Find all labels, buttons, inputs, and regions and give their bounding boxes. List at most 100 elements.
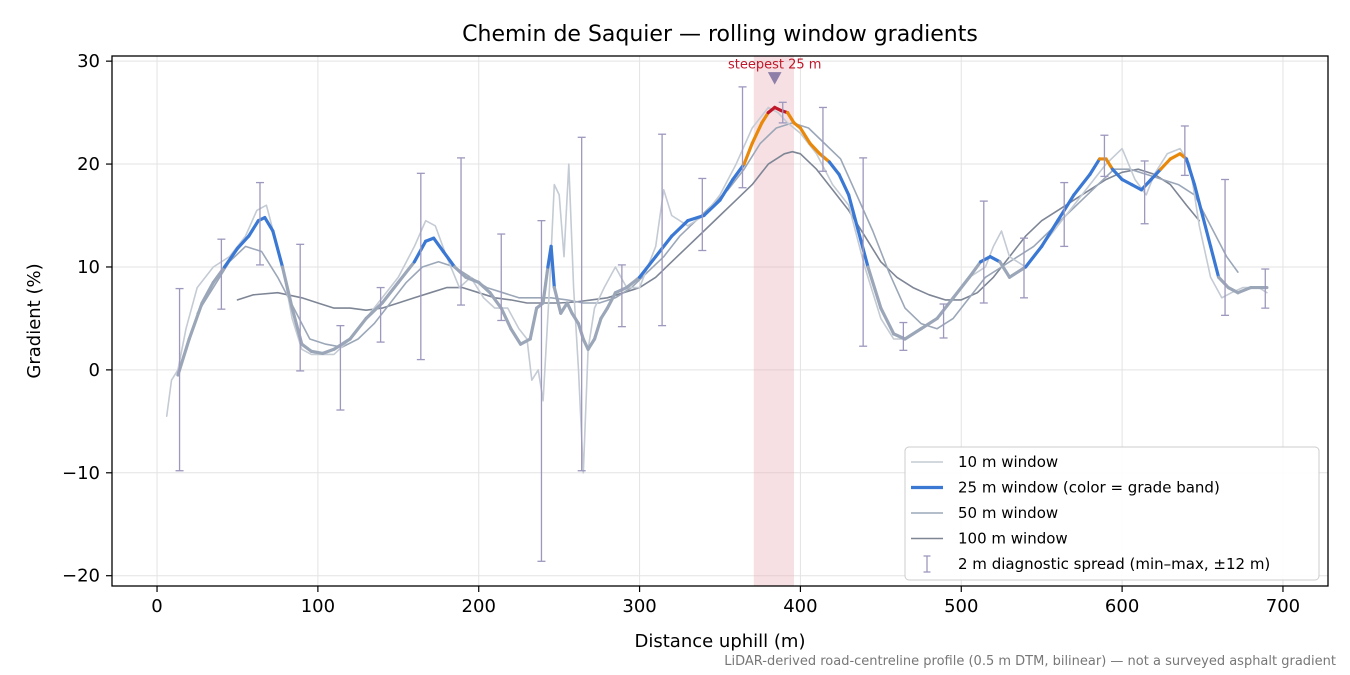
series-segment-25m xyxy=(798,126,812,146)
y-axis-label: Gradient (%) xyxy=(24,263,45,378)
series-segment-25m xyxy=(718,177,735,202)
series-segment-25m xyxy=(211,265,227,285)
series-segment-25m xyxy=(1104,157,1115,171)
series-segment-25m xyxy=(879,306,896,336)
x-tick-label: 500 xyxy=(944,596,978,617)
series-segment-25m xyxy=(541,265,550,305)
legend-label: 50 m window xyxy=(958,504,1058,522)
y-tick-label: 10 xyxy=(77,257,100,278)
series-segment-25m xyxy=(1120,177,1134,187)
series-segment-25m xyxy=(321,347,336,356)
series-segment-25m xyxy=(200,280,215,305)
chart-title: Chemin de Saquier — rolling window gradi… xyxy=(462,22,978,47)
series-segment-25m xyxy=(837,172,851,197)
series-segment-25m xyxy=(1110,167,1124,182)
legend-label: 10 m window xyxy=(958,453,1058,471)
steepest-label: steepest 25 m xyxy=(728,58,821,73)
series-segment-25m xyxy=(576,321,585,341)
series-segment-25m xyxy=(750,121,764,146)
series-segment-25m xyxy=(599,306,610,321)
series-segment-25m xyxy=(808,141,822,156)
series-segment-25m xyxy=(1159,157,1172,171)
x-axis-label: Distance uphill (m) xyxy=(635,631,806,652)
series-segment-25m xyxy=(613,285,629,295)
series-segment-25m xyxy=(702,198,722,218)
footnote: LiDAR-derived road-centreline profile (0… xyxy=(724,654,1336,669)
series-segment-25m xyxy=(396,260,416,285)
series-segment-25m xyxy=(309,349,325,356)
series-segment-25m xyxy=(1208,244,1221,279)
series-segment-25m xyxy=(988,255,1002,264)
series-segment-25m xyxy=(978,255,992,264)
x-tick-label: 200 xyxy=(462,596,496,617)
series-segment-25m xyxy=(280,265,294,310)
steepest-annotation: steepest 25 m xyxy=(728,58,821,85)
series-segment-25m xyxy=(348,316,368,341)
series-segment-25m xyxy=(1139,177,1153,192)
series-segment-25m xyxy=(998,260,1012,279)
series-line-100-m-window xyxy=(236,150,1201,311)
x-tick-label: 400 xyxy=(783,596,817,617)
series-segment-25m xyxy=(247,219,260,238)
series-segment-25m xyxy=(412,239,428,264)
steepest-highlight xyxy=(753,56,794,586)
series-segment-25m xyxy=(847,193,860,233)
series-segment-25m xyxy=(1130,183,1144,192)
series-segment-25m xyxy=(528,306,539,341)
series-segment-25m xyxy=(235,234,251,251)
series-segment-25m xyxy=(518,337,532,346)
series-segment-25m xyxy=(565,301,574,315)
series-segment-25m xyxy=(464,275,481,285)
steepest-marker xyxy=(767,72,782,85)
series-segment-25m xyxy=(1088,157,1102,176)
series-segment-25m xyxy=(570,311,581,326)
y-tick-label: −10 xyxy=(62,463,100,484)
series-segment-25m xyxy=(477,280,492,295)
series-segment-25m xyxy=(951,275,971,300)
y-tick-label: 30 xyxy=(77,51,100,72)
x-tick-label: 0 xyxy=(151,596,162,617)
series-segment-25m xyxy=(222,246,240,269)
series-segment-25m xyxy=(1040,219,1060,248)
series-segment-25m xyxy=(187,301,204,341)
series-segment-25m xyxy=(263,215,275,233)
series-segment-25m xyxy=(1226,285,1240,295)
series-segment-25m xyxy=(453,265,468,279)
series-segment-25m xyxy=(586,337,597,351)
series-segment-25m xyxy=(1184,157,1197,187)
series-segment-25m xyxy=(686,213,706,223)
series-segment-25m xyxy=(1056,193,1076,223)
series-segment-25m xyxy=(549,244,556,290)
series-segment-25m xyxy=(432,236,445,254)
x-tick-label: 100 xyxy=(301,596,335,617)
series-segment-25m xyxy=(1217,275,1230,290)
series-segment-25m xyxy=(935,296,955,321)
steepest-band xyxy=(753,56,794,586)
legend-label: 2 m diagnostic spread (min–max, ±12 m) xyxy=(958,555,1270,573)
series-segment-25m xyxy=(364,301,384,321)
series-segment-25m xyxy=(919,316,939,331)
series-segment-25m xyxy=(559,301,569,315)
series-segment-25m xyxy=(625,275,642,290)
series-segment-25m xyxy=(300,342,314,353)
plot-frame xyxy=(111,55,1329,587)
series-segment-25m xyxy=(1007,265,1028,279)
series-segment-25m xyxy=(670,219,690,238)
series-segment-25m xyxy=(827,160,841,176)
series-segment-25m xyxy=(785,111,796,125)
series-segment-25m xyxy=(271,229,285,269)
series-segment-25m xyxy=(332,337,352,351)
series-segment-25m xyxy=(1236,285,1253,295)
series-segment-25m xyxy=(1149,167,1163,182)
series-segment-25m xyxy=(509,327,523,346)
legend-box xyxy=(904,446,1320,581)
legend: 10 m window 25 m window (color = grade ba… xyxy=(904,446,1320,581)
series-segment-25m xyxy=(818,152,831,164)
series-segment-25m xyxy=(441,249,457,269)
y-tick-label: 20 xyxy=(77,154,100,175)
series-segment-25m xyxy=(1024,244,1044,269)
series-segment-25m xyxy=(488,291,503,310)
series-segment-25m xyxy=(1192,183,1205,218)
legend-label: 25 m window (color = grade band) xyxy=(958,479,1220,497)
